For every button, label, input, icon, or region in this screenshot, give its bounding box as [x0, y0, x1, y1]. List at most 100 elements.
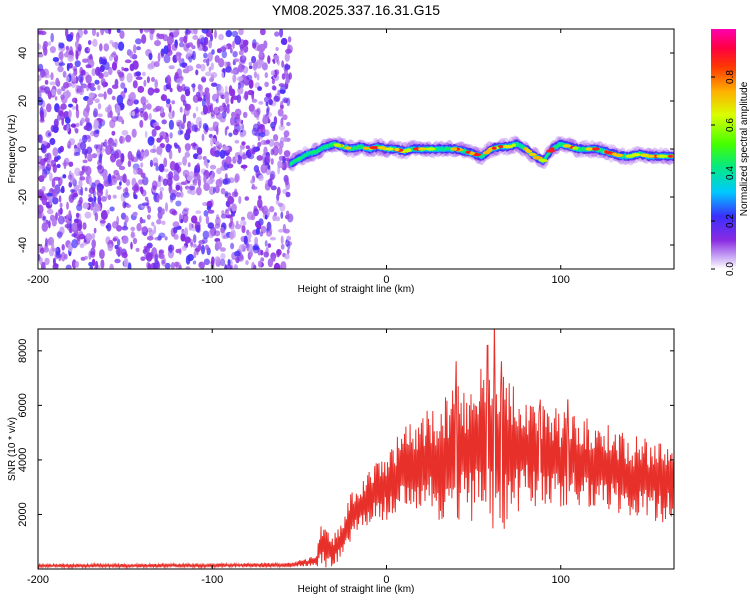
- noise-blob: [51, 178, 56, 188]
- noise-blob: [203, 210, 209, 217]
- noise-blob: [79, 66, 84, 76]
- noise-blob: [266, 107, 270, 116]
- snr-series-line: [38, 329, 674, 569]
- noise-blob: [186, 175, 193, 182]
- noise-blob: [140, 162, 144, 168]
- noise-blob: [174, 72, 179, 79]
- noise-blob: [232, 40, 235, 50]
- noise-blob: [171, 100, 176, 105]
- noise-blob: [91, 153, 98, 159]
- noise-blob: [268, 98, 273, 106]
- noise-blob: [250, 251, 253, 257]
- noise-blob: [94, 79, 100, 85]
- noise-blob: [55, 253, 63, 258]
- noise-blob: [145, 252, 153, 262]
- noise-blob: [216, 257, 222, 267]
- noise-blob: [100, 210, 108, 220]
- noise-blob: [125, 204, 131, 208]
- noise-blob: [49, 199, 52, 206]
- noise-blob: [141, 34, 147, 44]
- noise-blob: [86, 153, 93, 160]
- noise-blob: [102, 80, 106, 88]
- noise-blob: [43, 166, 51, 175]
- noise-blob: [280, 104, 284, 109]
- noise-blob: [116, 185, 122, 190]
- noise-blob: [165, 143, 171, 153]
- noise-blob: [244, 90, 249, 100]
- noise-blob: [94, 204, 101, 212]
- noise-blob: [211, 49, 215, 55]
- noise-blob: [53, 118, 59, 128]
- noise-blob: [97, 103, 102, 110]
- snr-x-label: Height of straight line (km): [298, 584, 415, 595]
- ridge-peak-cell: [538, 158, 546, 162]
- noise-blob: [116, 94, 124, 105]
- noise-blob: [99, 56, 103, 65]
- noise-blob: [224, 177, 231, 185]
- noise-blob: [64, 116, 71, 124]
- noise-blob: [59, 207, 63, 215]
- noise-blob: [144, 196, 149, 201]
- noise-blob: [153, 224, 157, 235]
- noise-blob: [159, 190, 163, 200]
- ridge-peak-cell: [528, 152, 537, 157]
- noise-blob: [207, 222, 214, 229]
- noise-blob: [268, 92, 272, 100]
- noise-blob: [253, 165, 260, 173]
- noise-blob: [251, 90, 255, 101]
- ridge-peak-cell: [362, 146, 370, 150]
- noise-blob: [172, 221, 180, 228]
- noise-blob: [131, 156, 139, 163]
- noise-blob: [136, 149, 141, 158]
- noise-blob: [192, 82, 196, 93]
- noise-blob: [190, 29, 195, 35]
- noise-blob: [168, 171, 174, 180]
- noise-blob: [134, 194, 138, 200]
- colorbar-tick-label: 0.2: [725, 214, 736, 228]
- noise-blob: [99, 249, 105, 259]
- noise-blob: [156, 194, 160, 203]
- noise-blob: [257, 198, 263, 209]
- noise-blob: [64, 223, 71, 229]
- noise-blob: [184, 88, 191, 97]
- noise-blob: [118, 71, 125, 78]
- noise-blob: [115, 104, 121, 115]
- noise-blob: [105, 188, 109, 199]
- noise-blob: [87, 197, 94, 203]
- noise-blob: [257, 141, 262, 148]
- noise-blob: [133, 167, 139, 175]
- ridge-peak-cell: [591, 147, 600, 151]
- noise-blob: [251, 55, 257, 64]
- noise-blob: [65, 264, 72, 269]
- noise-blob: [175, 200, 182, 207]
- noise-blob: [112, 194, 117, 199]
- noise-blob: [203, 158, 208, 167]
- noise-blob: [201, 133, 205, 142]
- noise-blob: [94, 98, 100, 103]
- noise-blob: [175, 248, 182, 254]
- noise-blob: [156, 137, 162, 143]
- noise-blob: [87, 97, 93, 106]
- noise-blob: [71, 222, 78, 233]
- noise-blob: [189, 185, 195, 191]
- noise-blob: [208, 39, 213, 49]
- ridge-peak-cell: [572, 146, 579, 150]
- noise-blob: [157, 52, 161, 63]
- noise-blob: [61, 251, 66, 262]
- noise-blob: [46, 103, 52, 113]
- noise-blob: [192, 179, 198, 186]
- noise-blob: [97, 84, 101, 91]
- noise-blob: [182, 169, 190, 178]
- noise-blob: [39, 106, 44, 116]
- ridge-peak-cell: [425, 147, 436, 151]
- noise-blob: [57, 147, 62, 154]
- noise-blob: [220, 46, 227, 52]
- noise-blob: [125, 134, 132, 143]
- noise-blob: [43, 157, 48, 162]
- noise-blob: [161, 208, 165, 215]
- noise-blob: [271, 85, 277, 91]
- noise-blob: [41, 222, 48, 232]
- noise-blob: [91, 239, 96, 249]
- noise-blob: [238, 29, 244, 36]
- noise-blob: [66, 201, 69, 210]
